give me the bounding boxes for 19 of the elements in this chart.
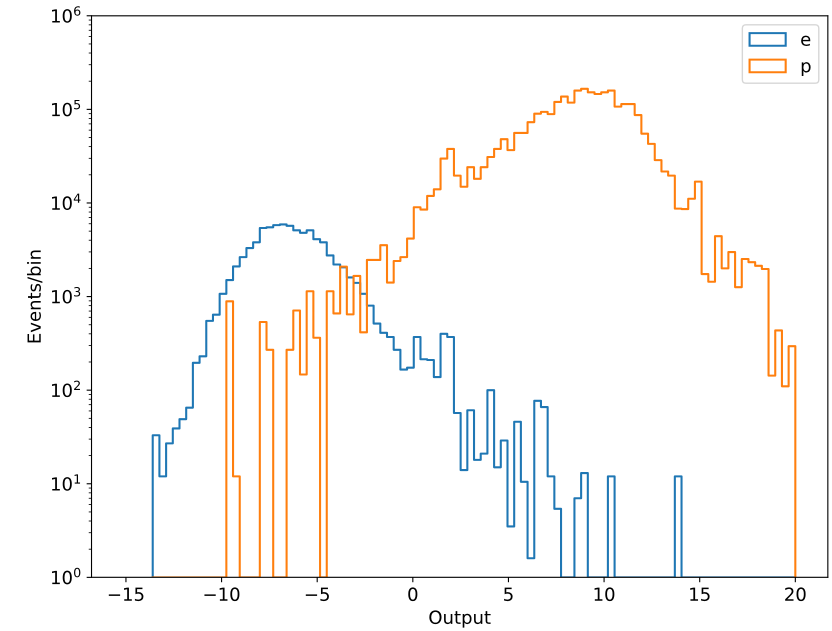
x-tick-label: 20 bbox=[785, 587, 806, 602]
y-tick-label: 10$^{2}$ bbox=[52, 380, 80, 398]
x-tick-label: 15 bbox=[690, 588, 710, 602]
y-tick-label: 10$^{3}$ bbox=[52, 287, 80, 304]
legend-label: e bbox=[801, 36, 810, 46]
y-tick-label: 10$^{0}$ bbox=[52, 568, 80, 584]
x-tick-label: −5 bbox=[306, 588, 329, 602]
x-tick-label: 0 bbox=[408, 587, 418, 602]
y-tick-label: 10$^{6}$ bbox=[52, 6, 80, 23]
x-axis-title: Output bbox=[429, 610, 491, 628]
y-tick-label: 10$^{4}$ bbox=[52, 194, 80, 210]
x-tick-label: −10 bbox=[204, 587, 240, 602]
y-axis-title: Events/bin bbox=[26, 250, 42, 342]
legend-label: p bbox=[802, 62, 811, 76]
y-tick-label: 10$^{5}$ bbox=[52, 100, 80, 116]
x-tick-label: 5 bbox=[504, 588, 513, 602]
x-tick-label: 10 bbox=[594, 587, 614, 602]
x-tick-label: −15 bbox=[108, 588, 144, 602]
y-tick-label: 10$^{1}$ bbox=[52, 474, 80, 491]
